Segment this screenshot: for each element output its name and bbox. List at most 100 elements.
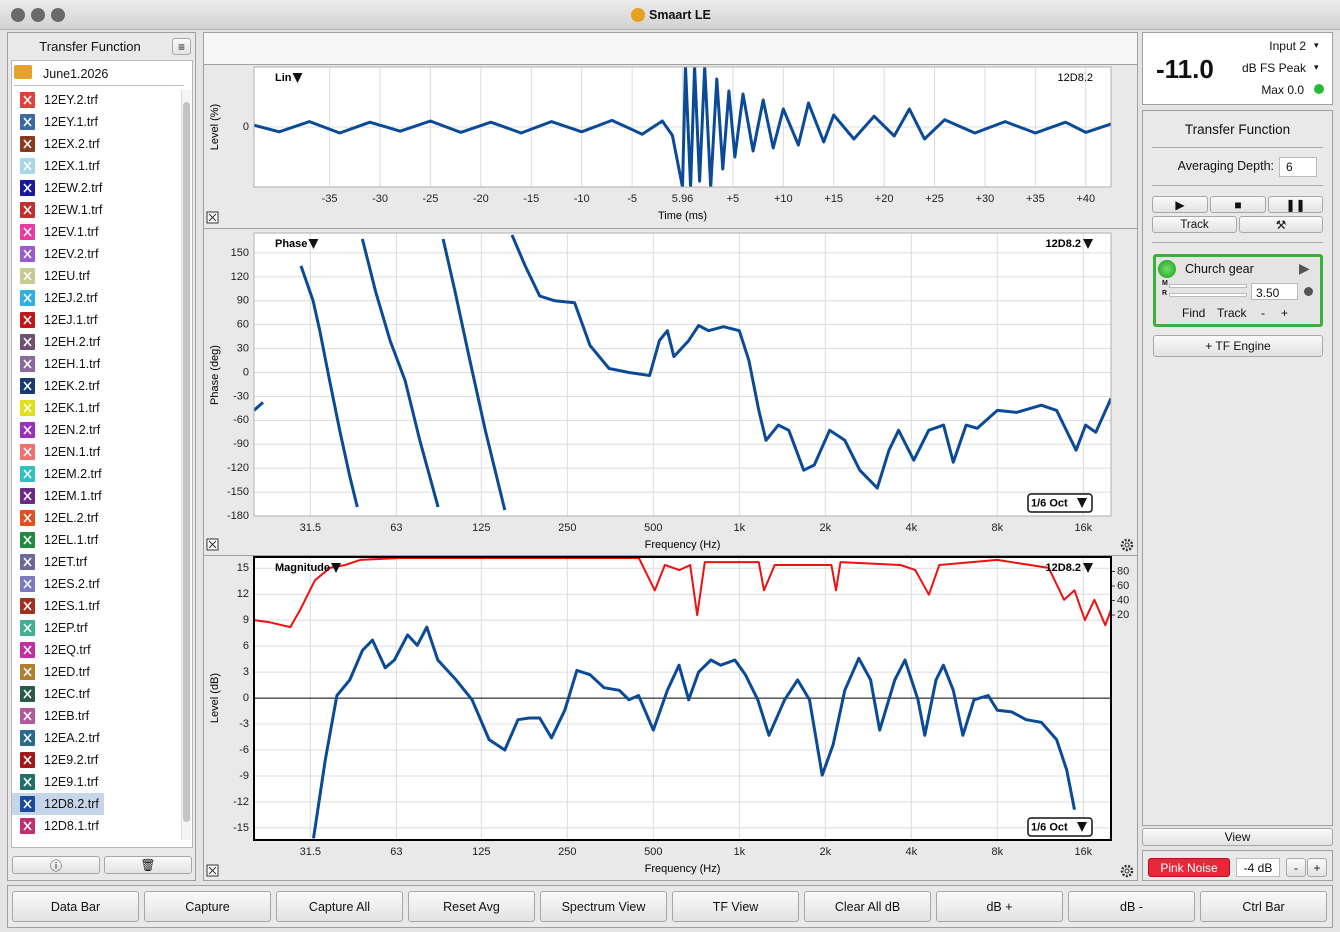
x-tick-label: 31.5 — [300, 846, 321, 858]
gain-plus[interactable]: + — [1307, 858, 1327, 877]
x-tick-label: 500 — [644, 846, 662, 858]
minimize-button[interactable] — [31, 8, 45, 22]
toolbar-button[interactable]: dB + — [936, 891, 1063, 922]
find-button[interactable]: Find — [1182, 306, 1206, 320]
track-delay-button[interactable]: Track — [1217, 306, 1247, 320]
file-name[interactable]: 12E9.2.trf — [44, 753, 99, 767]
file-name[interactable]: 12EW.1.trf — [44, 203, 103, 217]
control-title: Transfer Function — [1184, 122, 1291, 137]
file-name[interactable]: 12EX.1.trf — [44, 159, 100, 173]
file-name[interactable]: 12EH.2.trf — [44, 335, 101, 349]
delay-minus[interactable]: - — [1261, 306, 1265, 320]
view-button[interactable]: View — [1142, 828, 1333, 846]
settings-icon[interactable] — [1120, 864, 1134, 878]
level-unit[interactable]: dB FS Peak — [1241, 61, 1306, 75]
toolbar-button[interactable]: Data Bar — [12, 891, 139, 922]
folder-name[interactable]: June1.2026 — [43, 67, 109, 81]
toolbar-button[interactable]: Capture — [144, 891, 271, 922]
close-icon[interactable] — [206, 538, 219, 551]
file-name[interactable]: 12EW.2.trf — [44, 181, 103, 195]
file-name[interactable]: 12E9.1.trf — [44, 775, 99, 789]
toolbar-button[interactable]: Capture All — [276, 891, 403, 922]
plot-frame — [253, 66, 1112, 188]
input-select[interactable]: Input 2 — [1269, 39, 1306, 53]
level-readout: -11.0 — [1156, 54, 1214, 84]
file-name[interactable]: 12EN.1.trf — [44, 445, 101, 459]
close-icon[interactable] — [206, 864, 219, 877]
trace-name: 12D8.2 — [1046, 238, 1081, 250]
file-name[interactable]: 12EY.1.trf — [44, 115, 98, 129]
coherence-trace — [254, 557, 1111, 629]
file-name[interactable]: 12EU.trf — [44, 269, 90, 283]
file-name[interactable]: 12EN.2.trf — [44, 423, 101, 437]
file-name[interactable]: 12EJ.2.trf — [44, 291, 98, 305]
file-name[interactable]: 12EH.1.trf — [44, 357, 101, 371]
file-name[interactable]: 12EY.2.trf — [44, 93, 98, 107]
generator-gain[interactable]: -4 dB — [1236, 858, 1280, 877]
file-name[interactable]: 12EQ.trf — [44, 643, 91, 657]
toolbar-button[interactable]: Clear All dB — [804, 891, 931, 922]
file-name[interactable]: 12EL.1.trf — [44, 533, 99, 547]
info-button[interactable]: ⓘ — [12, 856, 100, 874]
view-mode[interactable]: Phase — [275, 238, 307, 250]
track-button[interactable]: Track — [1152, 216, 1237, 233]
view-mode[interactable]: Lin — [275, 72, 292, 84]
smoothing-select[interactable]: 1/6 Oct — [1031, 497, 1068, 509]
delay-field[interactable]: 3.50 — [1251, 283, 1298, 300]
file-name[interactable]: 12EM.2.trf — [44, 467, 102, 481]
file-name[interactable]: 12EV.2.trf — [44, 247, 99, 261]
file-name[interactable]: 12EP.trf — [44, 621, 88, 635]
file-name[interactable]: 12ET.trf — [44, 555, 88, 569]
stop-button[interactable]: ■ — [1210, 196, 1266, 213]
scrollbar[interactable] — [181, 90, 191, 840]
x-tick-label: +30 — [976, 193, 995, 205]
file-name[interactable]: 12EK.2.trf — [44, 379, 100, 393]
delete-button[interactable]: 🗑 — [104, 856, 192, 874]
file-icon — [20, 466, 35, 482]
file-name[interactable]: 12EC.trf — [44, 687, 90, 701]
x-tick-label: +20 — [875, 193, 894, 205]
toolbar-button[interactable]: Ctrl Bar — [1200, 891, 1327, 922]
engine-led[interactable] — [1158, 260, 1176, 278]
file-name[interactable]: 12EK.1.trf — [44, 401, 100, 415]
close-icon[interactable] — [206, 211, 219, 224]
toolbar-button[interactable]: TF View — [672, 891, 799, 922]
gain-minus[interactable]: - — [1286, 858, 1306, 877]
toolbar-button[interactable]: Reset Avg — [408, 891, 535, 922]
file-icon — [20, 796, 35, 812]
toolbar-button[interactable]: dB - — [1068, 891, 1195, 922]
x-tick-label: 31.5 — [300, 522, 321, 534]
file-name[interactable]: 12EL.2.trf — [44, 511, 99, 525]
add-engine-button[interactable]: + TF Engine — [1153, 335, 1323, 357]
file-name[interactable]: 12EX.2.trf — [44, 137, 100, 151]
divider — [14, 85, 184, 86]
file-name[interactable]: 12EM.1.trf — [44, 489, 102, 503]
close-button[interactable] — [11, 8, 25, 22]
file-name[interactable]: 12EA.2.trf — [44, 731, 100, 745]
averaging-select[interactable]: 6 — [1279, 157, 1317, 177]
generator-button[interactable]: Pink Noise — [1148, 858, 1230, 877]
file-name[interactable]: 12ED.trf — [44, 665, 90, 679]
play-button[interactable]: ▶ — [1152, 196, 1208, 213]
file-name[interactable]: 12EJ.1.trf — [44, 313, 98, 327]
file-name[interactable]: 12EB.trf — [44, 709, 90, 723]
view-mode[interactable]: Magnitude — [275, 562, 330, 574]
sidebar-menu[interactable]: ≡ — [172, 38, 191, 55]
toolbar-button[interactable]: Spectrum View — [540, 891, 667, 922]
smoothing-select[interactable]: 1/6 Oct — [1031, 821, 1068, 833]
settings-icon[interactable] — [1120, 538, 1134, 552]
file-name[interactable]: 12ES.1.trf — [44, 599, 100, 613]
folder-icon — [14, 65, 32, 79]
file-name[interactable]: 12D8.1.trf — [44, 819, 99, 833]
y-tick-label: -60 — [233, 414, 249, 426]
file-name[interactable]: 12EV.1.trf — [44, 225, 99, 239]
file-name[interactable]: 12D8.2.trf — [44, 797, 99, 811]
tools-button[interactable]: ⚒ — [1239, 216, 1323, 233]
zoom-button[interactable] — [51, 8, 65, 22]
pause-button[interactable]: ❚❚ — [1268, 196, 1323, 213]
delay-plus[interactable]: + — [1281, 306, 1289, 320]
engine-name[interactable]: Church gear — [1185, 262, 1254, 276]
file-name[interactable]: 12ES.2.trf — [44, 577, 100, 591]
engine-arrow[interactable]: ▶ — [1299, 260, 1310, 276]
x-tick-label: -20 — [473, 193, 489, 205]
